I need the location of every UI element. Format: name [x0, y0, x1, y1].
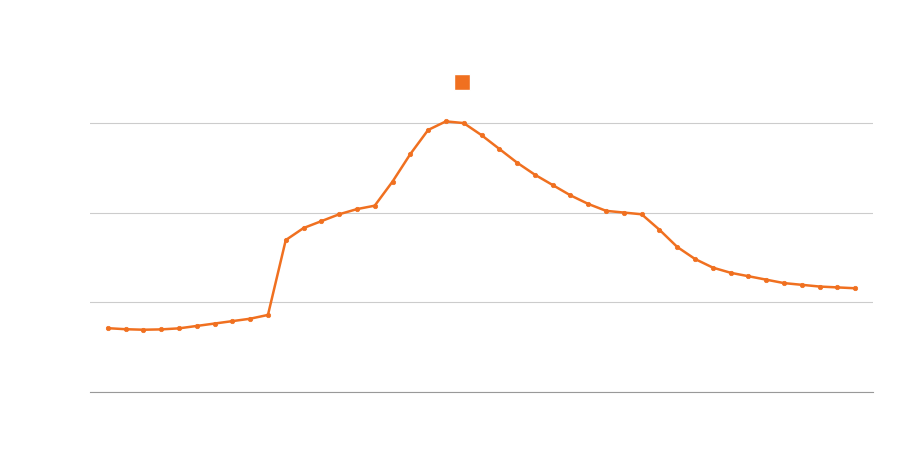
Legend: 価格: 価格: [438, 69, 525, 94]
